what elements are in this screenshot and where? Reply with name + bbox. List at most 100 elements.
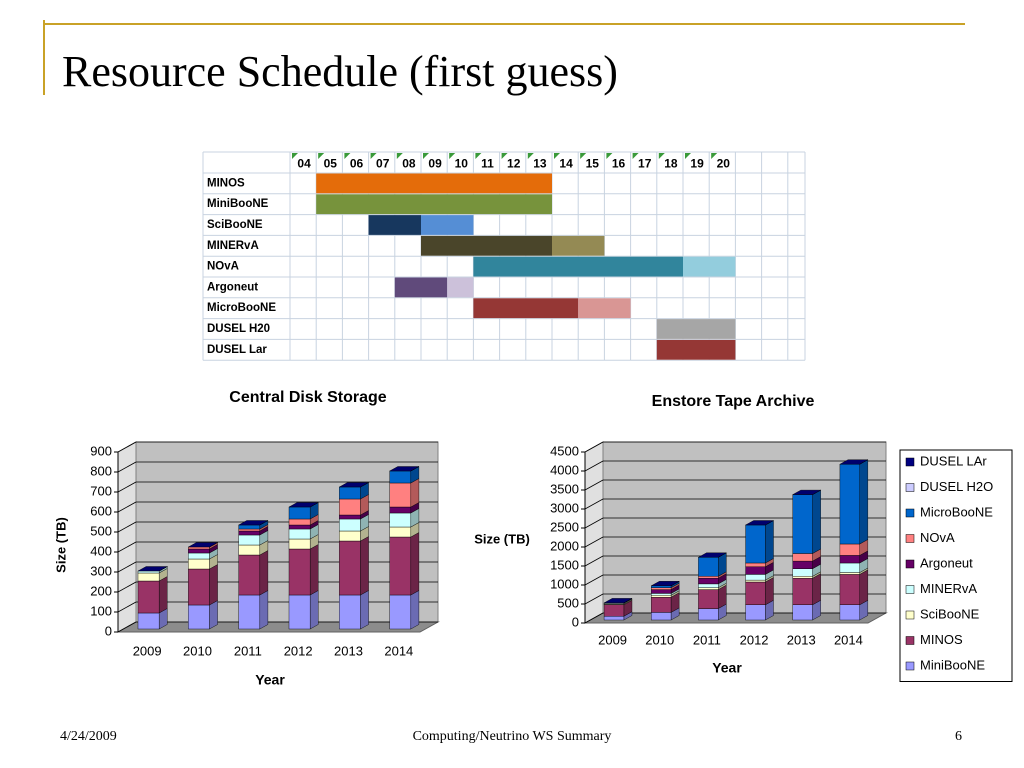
grid-diagonal [584, 441, 604, 453]
x-axis-title: Year [255, 672, 285, 688]
x-tick-label: 2013 [787, 632, 816, 647]
y-tick-label: 3500 [550, 481, 579, 496]
schedule-bar [473, 256, 683, 277]
legend-swatch [905, 457, 915, 467]
bar-segment [339, 594, 361, 630]
schedule-bar [421, 235, 552, 256]
bar-segment [288, 548, 311, 596]
y-tick-label: 300 [90, 563, 112, 578]
x-tick-label: 2011 [693, 632, 721, 647]
bar-segment [188, 558, 210, 570]
bar-segment [839, 572, 860, 575]
year-header: 17 [638, 157, 652, 171]
bar-segment [188, 568, 210, 606]
bar-segment [745, 581, 766, 605]
bar-segment [339, 518, 361, 532]
legend-label: DUSEL H2O [920, 479, 993, 494]
year-header: 09 [428, 157, 442, 171]
schedule-bar [578, 298, 631, 319]
bar-segment [238, 530, 261, 536]
year-header: 20 [717, 157, 731, 171]
x-tick-label: 2013 [334, 643, 363, 658]
grid-diagonal [584, 555, 604, 567]
legend-label: MicroBooNE [920, 504, 993, 519]
cell-marker [344, 153, 351, 159]
grid-diagonal [117, 581, 137, 593]
x-tick-label: 2014 [834, 632, 863, 647]
grid-diagonal [584, 574, 604, 586]
bar-segment [839, 543, 860, 556]
bar-segment [137, 572, 160, 582]
x-axis-title: Year [712, 660, 742, 676]
schedule-bar [552, 235, 605, 256]
bar-segment [389, 506, 412, 514]
bar-segment [389, 526, 412, 538]
bar-segment [792, 568, 813, 577]
back-wall [602, 441, 887, 614]
cell-marker [396, 153, 403, 159]
year-header: 14 [559, 157, 573, 171]
bar-segment [137, 580, 160, 614]
schedule-bar [316, 194, 552, 215]
y-tick-label: 400 [90, 543, 112, 558]
y-tick-label: 2000 [550, 538, 579, 553]
legend-swatch [905, 610, 915, 620]
y-axis-title: Size (TB) [53, 517, 68, 573]
page-number: 6 [955, 729, 962, 744]
bar-segment [238, 554, 261, 596]
legend-swatch [905, 559, 915, 569]
grid-diagonal [117, 601, 137, 613]
y-tick-label: 2500 [550, 519, 579, 534]
footer-date: 4/24/2009 [60, 729, 117, 744]
bar-top [288, 502, 320, 508]
bar-side [209, 600, 218, 630]
x-tick-label: 2014 [384, 643, 413, 658]
bar-segment [603, 616, 625, 621]
grid-diagonal [117, 461, 137, 473]
bar-side [309, 590, 319, 630]
bar-segment [188, 548, 210, 554]
bar-segment [651, 593, 672, 596]
y-tick-label: 600 [90, 503, 112, 518]
schedule-bar [421, 215, 474, 235]
bar-segment [288, 528, 311, 540]
y-tick-label: 4000 [550, 462, 579, 477]
cell-marker [501, 153, 508, 159]
grid-diagonal [117, 441, 137, 453]
bar-segment [698, 608, 719, 621]
chart-title: Central Disk Storage [229, 389, 386, 406]
legend-label: MiniBooNE [920, 657, 985, 672]
grid-diagonal [117, 561, 137, 573]
bar-segment [188, 546, 210, 550]
bar-side [209, 564, 218, 606]
cell-marker [658, 153, 665, 159]
back-wall [135, 441, 439, 623]
bar-segment [839, 464, 860, 545]
bar-segment [339, 530, 361, 542]
bar-side [410, 590, 420, 630]
x-tick-label: 2009 [598, 632, 627, 647]
bar-segment [698, 557, 719, 577]
bar-segment [339, 486, 361, 500]
row-label: SciBooNE [207, 219, 263, 231]
grid-diagonal [584, 498, 604, 510]
bar-side [360, 536, 369, 596]
cell-marker [475, 153, 482, 159]
bar-segment [839, 574, 860, 606]
grid-diagonal [117, 501, 137, 513]
x-tick-label: 2010 [645, 632, 674, 647]
year-header: 05 [324, 157, 338, 171]
y-tick-label: 3000 [550, 500, 579, 515]
bar-segment [792, 576, 813, 579]
bar-top [137, 566, 169, 572]
bar-top [744, 520, 775, 526]
bar-segment [651, 585, 672, 588]
bar-segment [339, 540, 361, 596]
bar-segment [698, 578, 719, 585]
chart-title: Enstore Tape Archive [652, 393, 815, 410]
cell-marker [685, 153, 691, 159]
grid-diagonal [584, 612, 604, 624]
year-header: 19 [690, 157, 704, 171]
legend-swatch [905, 661, 915, 671]
schedule-bar [656, 319, 736, 339]
